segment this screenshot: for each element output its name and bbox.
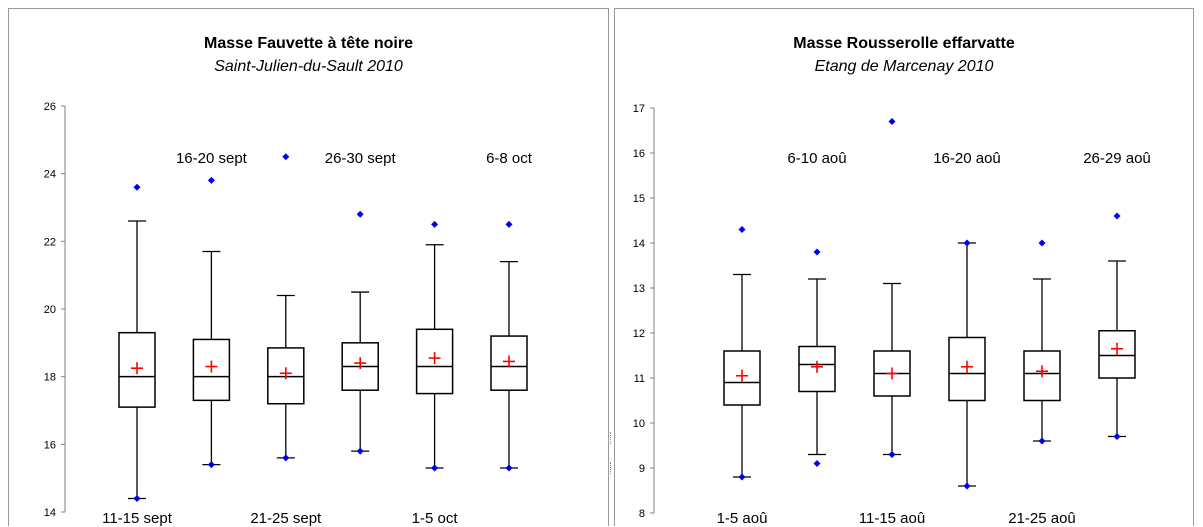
outlier-point — [505, 464, 513, 472]
outlier-point — [133, 183, 141, 191]
category-label: 16-20 sept — [176, 150, 248, 167]
chart-plot-left: 14 16 18 20 22 24 26 11-15 sept 16-20 sept 21-25 … — [44, 101, 533, 527]
box-iqr — [415, 328, 454, 395]
outlier-point — [738, 473, 746, 481]
outlier-point — [963, 482, 971, 490]
outlier-point — [207, 461, 215, 469]
chart-subtitle: Saint-Julien-du-Sault 2010 — [214, 58, 403, 75]
y-tick-label: 15 — [633, 193, 645, 205]
y-tick-label: 8 — [639, 508, 645, 520]
outlier-point — [1038, 239, 1046, 247]
chart-subtitle: Etang de Marcenay 2010 — [814, 58, 994, 75]
y-tick-label: 10 — [633, 418, 645, 430]
category-label: 11-15 aoû — [859, 510, 925, 527]
y-tick-label: 12 — [633, 328, 645, 340]
outlier-point — [963, 239, 971, 247]
chart-panel-left: Masse Fauvette à tête noire Saint-Julien… — [8, 8, 609, 527]
y-tick-label: 18 — [44, 372, 56, 384]
category-label: 21-25 sept — [250, 510, 322, 527]
y-tick-label: 16 — [44, 439, 56, 451]
outlier-point — [356, 447, 364, 455]
category-label: 6-10 aoû — [787, 150, 846, 167]
chart-panel-right: Masse Rousserolle effarvatte Etang de Ma… — [614, 8, 1194, 527]
outlier-point — [282, 454, 290, 462]
y-tick-label: 9 — [639, 463, 645, 475]
outlier-point — [133, 494, 141, 502]
y-tick-label: 14 — [44, 507, 56, 519]
chart-plot-right: 8 9 10 11 12 13 14 15 16 17 1-5 aoû 6-10 aoû 11-15 a… — [633, 103, 1151, 527]
y-tick-label: 16 — [633, 148, 645, 160]
y-tick-label: 13 — [633, 283, 645, 295]
category-label: 16-20 aoû — [933, 150, 1001, 167]
outlier-point — [431, 464, 439, 472]
outlier-point — [738, 226, 746, 233]
outlier-point — [207, 176, 215, 184]
outlier-point — [888, 118, 896, 125]
divider-dot — [610, 462, 613, 474]
category-label: 26-29 aoû — [1083, 150, 1151, 167]
y-tick-label: 17 — [633, 103, 645, 115]
category-label: 1-5 oct — [412, 510, 459, 527]
outlier-point — [505, 220, 513, 228]
outlier-point — [356, 210, 364, 218]
y-tick-label: 22 — [44, 236, 56, 248]
outlier-point — [431, 220, 439, 228]
y-tick-label: 11 — [634, 373, 645, 385]
box-iqr — [1023, 350, 1061, 402]
outlier-point — [813, 460, 821, 467]
category-label: 6-8 oct — [486, 150, 533, 167]
chart-title: Masse Rousserolle effarvatte — [793, 35, 1015, 52]
category-label: 21-25 aoû — [1008, 510, 1076, 527]
category-label: 26-30 sept — [325, 150, 397, 167]
y-tick-label: 14 — [633, 238, 645, 250]
outlier-point — [282, 153, 290, 161]
y-tick-label: 26 — [44, 101, 56, 113]
y-tick-label: 20 — [44, 304, 56, 316]
y-tick-label: 24 — [44, 169, 56, 181]
category-label: 11-15 sept — [102, 510, 173, 527]
divider-dot — [610, 432, 613, 444]
category-label: 1-5 aoû — [717, 510, 768, 527]
outlier-point — [1038, 437, 1046, 445]
outlier-point — [1113, 433, 1121, 440]
outlier-point — [813, 248, 821, 256]
chart-title: Masse Fauvette à tête noire — [204, 35, 413, 52]
outlier-point — [1113, 212, 1121, 220]
outlier-point — [888, 451, 896, 458]
